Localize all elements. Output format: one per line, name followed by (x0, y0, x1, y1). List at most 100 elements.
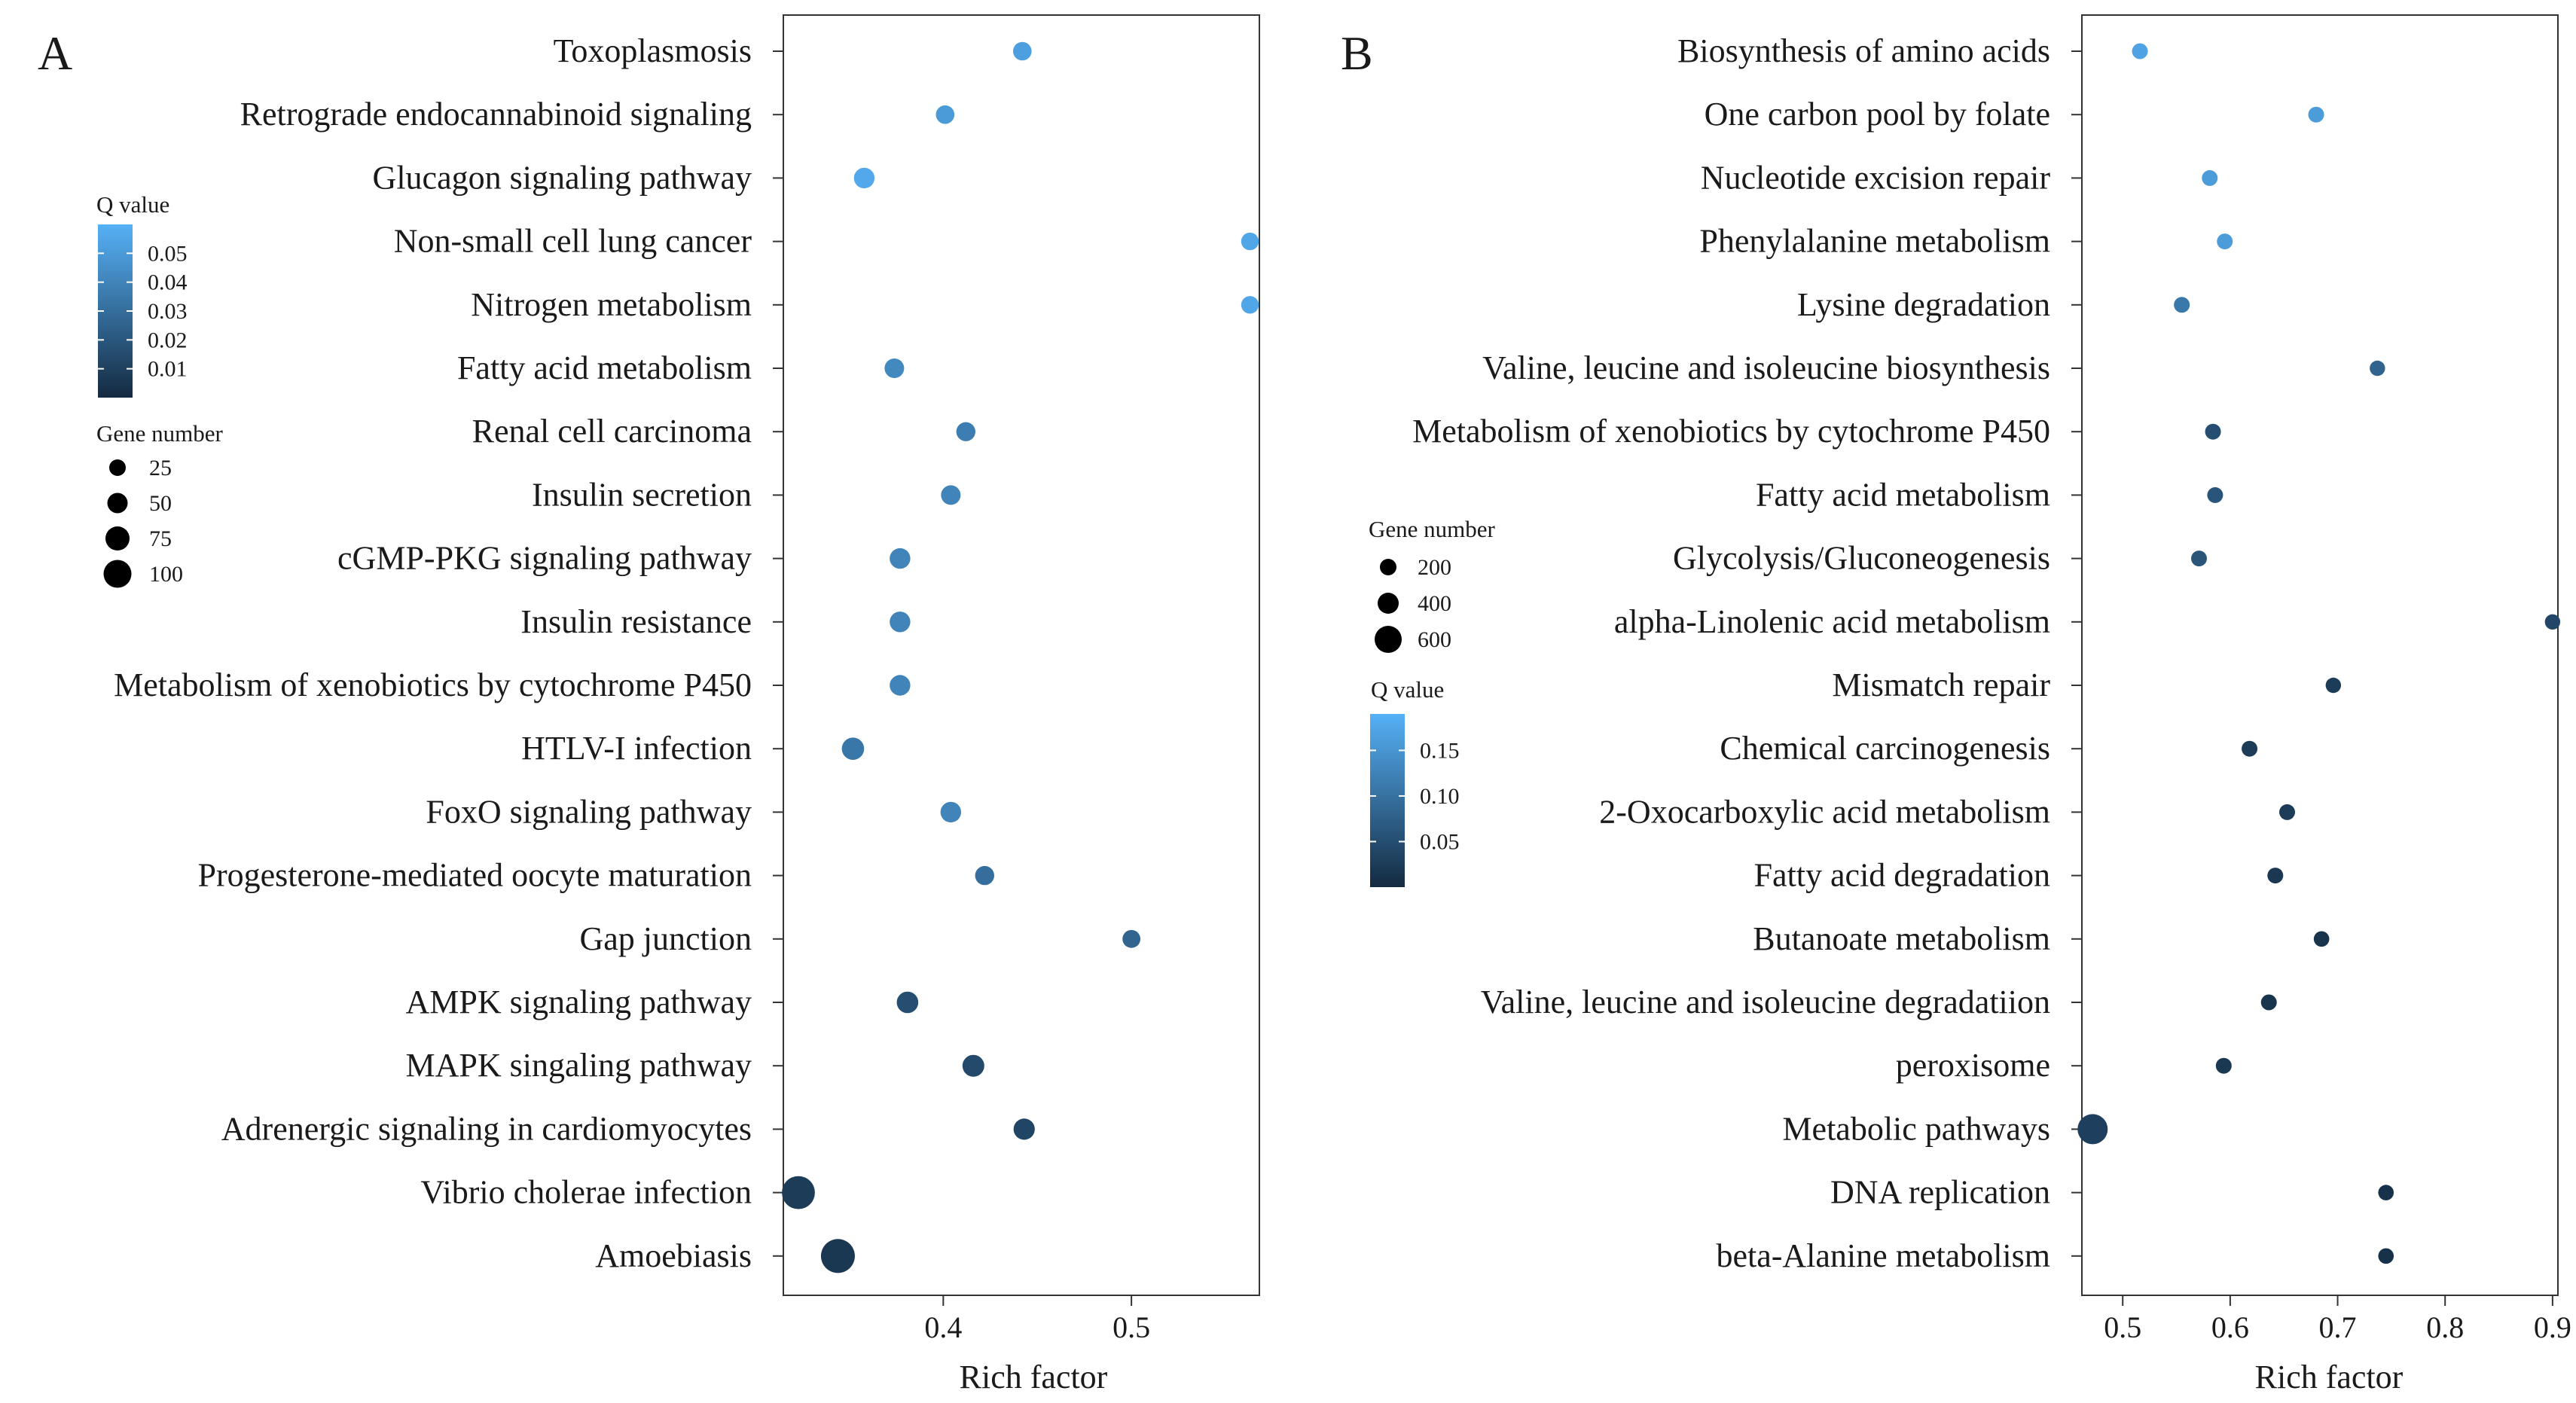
category-label: Non-small cell lung cancer (394, 223, 752, 260)
data-point (2260, 994, 2277, 1011)
category-label: MAPK singaling pathway (405, 1047, 752, 1084)
panel-a-points (782, 41, 1259, 1273)
data-point (890, 547, 911, 569)
category-label: Glycolysis/Gluconeogenesis (1673, 540, 2050, 577)
data-point (2191, 551, 2208, 567)
x-tick-label: 0.4 (924, 1310, 962, 1344)
x-tick-label: 0.6 (2211, 1310, 2249, 1344)
panel-a-q-legend: Q value 0.05 0.04 0.03 0.02 0.01 (96, 191, 188, 398)
data-point (1241, 232, 1259, 251)
data-point (1241, 296, 1259, 314)
data-point (884, 358, 905, 378)
q-legend-tick-label: 0.02 (148, 328, 188, 352)
category-label: Valine, leucine and isoleucine biosynthe… (1482, 349, 2050, 386)
data-point (2378, 1248, 2394, 1264)
category-label: Metabolism of xenobiotics by cytochrome … (1412, 413, 2050, 450)
panel-b-points (2077, 43, 2561, 1264)
panel-b-x-axis: 0.5 0.6 0.7 0.8 0.9 (2104, 1295, 2571, 1344)
x-tick-label: 0.8 (2426, 1310, 2464, 1344)
gene-legend-dot (109, 459, 126, 476)
data-point (956, 422, 976, 441)
category-label: Chemical carcinogenesis (1720, 730, 2050, 767)
category-label: Fatty acid degradation (1754, 857, 2050, 894)
gene-legend-label: 400 (1418, 591, 1451, 616)
category-label: Fatty acid metabolism (1756, 476, 2050, 513)
category-label: Valine, leucine and isoleucine degradati… (1481, 984, 2050, 1020)
x-tick-label: 0.7 (2319, 1310, 2357, 1344)
gene-legend-dot (105, 526, 130, 551)
gene-legend-dot (1378, 593, 1399, 614)
category-label: Phenylalanine metabolism (1699, 223, 2050, 260)
data-point (2207, 486, 2223, 503)
category-label: Lysine degradation (1797, 286, 2050, 323)
panel-b-category-labels: Biosynthesis of amino acids One carbon po… (1412, 32, 2082, 1274)
category-label: Gap junction (579, 920, 752, 957)
category-label: Biosynthesis of amino acids (1677, 32, 2050, 69)
category-label: Adrenergic signaling in cardiomyocytes (221, 1110, 752, 1147)
gene-legend-dot (103, 560, 132, 588)
category-label: AMPK signaling pathway (405, 984, 752, 1020)
category-label: peroxisome (1896, 1047, 2050, 1084)
data-point (935, 105, 955, 124)
panel-b-q-legend-title: Q value (1371, 676, 1444, 703)
category-label: Mismatch repair (1832, 666, 2050, 703)
category-label: Nucleotide excision repair (1701, 159, 2051, 196)
panel-a-plot-frame (783, 14, 1260, 1296)
q-legend-tick-label: 0.05 (148, 241, 188, 266)
category-label: Insulin secretion (532, 476, 752, 513)
panel-b-x-axis-title: Rich factor (2255, 1359, 2404, 1395)
gene-legend-label: 600 (1418, 627, 1451, 652)
data-point (890, 675, 911, 696)
q-legend-tick-label: 0.01 (148, 357, 188, 382)
x-tick-label: 0.5 (2104, 1310, 2141, 1344)
category-label: Vibrio cholerae infection (420, 1174, 752, 1211)
data-point (2174, 297, 2190, 313)
q-legend-tick-label: 0.05 (1420, 829, 1460, 854)
category-label: beta-Alanine metabolism (1716, 1237, 2050, 1274)
category-label: Fatty acid metabolism (457, 349, 752, 386)
panel-a-x-axis-title: Rich factor (960, 1359, 1108, 1395)
panel-b-q-colorbar (1370, 714, 1405, 887)
category-label: Renal cell carcinoma (472, 413, 752, 450)
category-label: One carbon pool by folate (1705, 96, 2050, 133)
data-point (2544, 614, 2561, 630)
category-label: Glucagon signaling pathway (373, 159, 752, 196)
data-point (941, 485, 961, 505)
panel-a-category-labels: Toxoplasmosis Retrograde endocannabinoid … (114, 32, 783, 1274)
panel-b-plot-frame (2081, 14, 2559, 1296)
data-point (962, 1054, 984, 1077)
category-label: alpha-Linolenic acid metabolism (1614, 603, 2050, 640)
category-label: Metabolism of xenobiotics by cytochrome … (114, 666, 752, 703)
category-label: cGMP-PKG signaling pathway (337, 540, 752, 577)
data-point (841, 737, 865, 760)
category-label: Retrograde endocannabinoid signaling (240, 96, 752, 133)
panel-b-gene-legend-items: 200 400 600 (1375, 555, 1451, 653)
data-point (2077, 1114, 2108, 1145)
data-point (2217, 233, 2233, 250)
panel-a-x-axis: 0.4 0.5 (924, 1295, 1150, 1344)
data-point (896, 991, 919, 1014)
data-point (2242, 740, 2258, 757)
category-label: Insulin resistance (520, 603, 752, 640)
data-point (1012, 41, 1032, 61)
panel-a-gene-legend-title: Gene number (96, 420, 224, 447)
gene-legend-label: 50 (149, 491, 172, 516)
gene-legend-label: 75 (149, 526, 172, 551)
data-point (2202, 169, 2218, 186)
category-label: Nitrogen metabolism (471, 286, 752, 323)
data-point (853, 167, 875, 189)
panel-label-a: A (38, 26, 72, 80)
data-point (2370, 360, 2385, 377)
data-point (2278, 804, 2295, 820)
category-label: FoxO signaling pathway (426, 793, 752, 830)
category-label: Butanoate metabolism (1753, 920, 2050, 957)
gene-legend-dot (1375, 626, 1402, 653)
data-point (2267, 868, 2284, 884)
gene-legend-label: 100 (149, 562, 183, 587)
category-label: Toxoplasmosis (554, 32, 752, 69)
data-point (940, 801, 962, 823)
data-point (975, 865, 994, 886)
data-point (820, 1239, 855, 1273)
category-label: 2-Oxocarboxylic acid metabolism (1599, 793, 2050, 830)
